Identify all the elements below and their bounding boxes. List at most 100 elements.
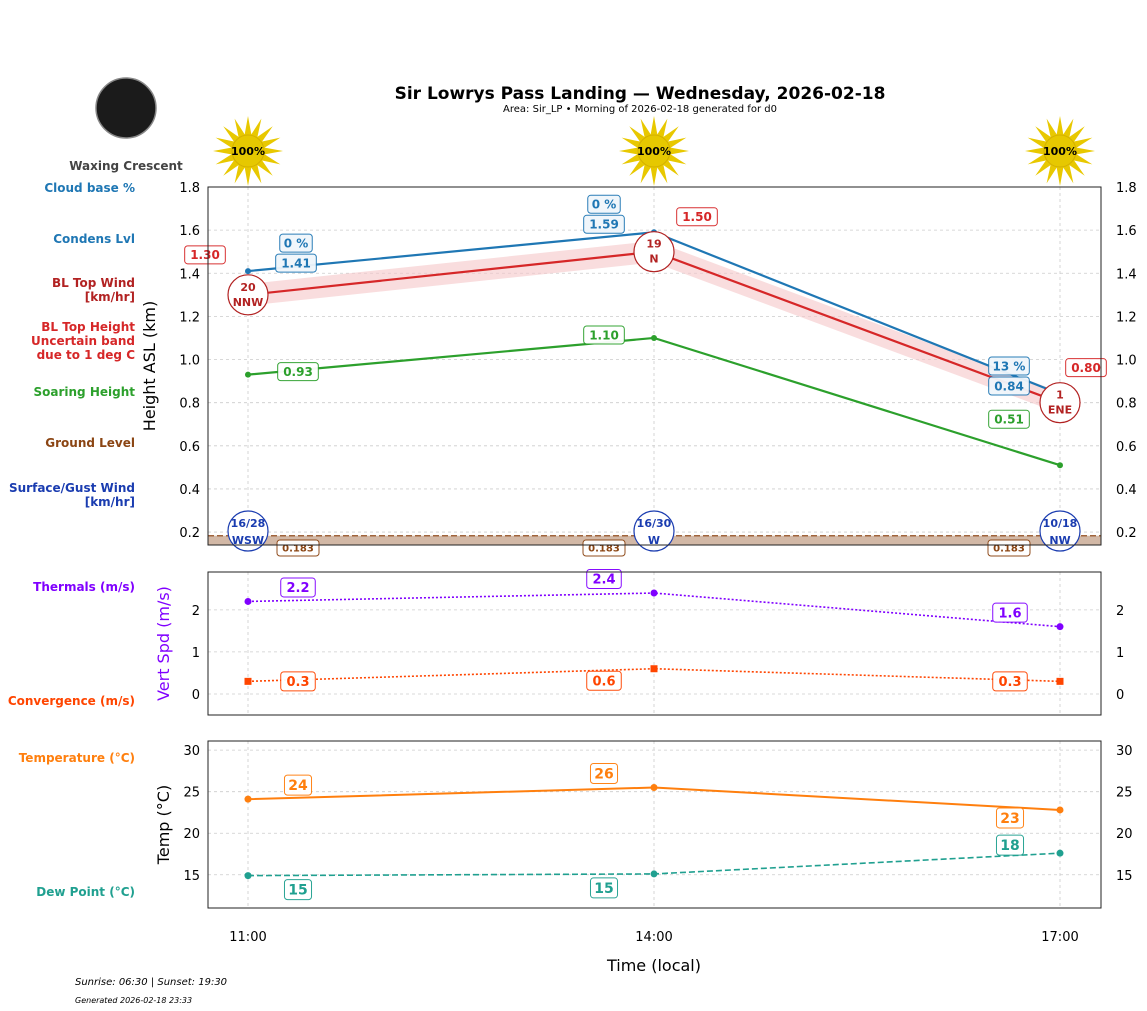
data-point xyxy=(1056,806,1064,814)
value-label-box xyxy=(992,602,1028,623)
bl-top-label-box xyxy=(1065,358,1107,378)
ground-label-box xyxy=(987,539,1031,557)
soaring-label-box xyxy=(277,362,319,382)
moon-phase-label: Waxing Crescent xyxy=(69,159,183,173)
condens-label-box xyxy=(583,214,625,234)
bl-top-label-box xyxy=(676,207,718,227)
y-tick-label: 25 xyxy=(183,786,200,801)
data-point xyxy=(650,589,658,597)
y-tick-label-right: 20 xyxy=(1116,827,1133,842)
value-label-box xyxy=(995,807,1025,829)
y-tick-label-right: 30 xyxy=(1116,744,1133,759)
y-tick-label-right: 1 xyxy=(1116,646,1124,661)
sun-times: Sunrise: 06:30 | Sunset: 19:30 xyxy=(75,977,227,988)
y-tick-label: 20 xyxy=(183,827,200,842)
sun-core xyxy=(231,134,265,168)
sun-core xyxy=(1043,134,1077,168)
condens-label: 1.41 xyxy=(281,256,311,270)
condens-label-box xyxy=(988,376,1030,396)
condens-label: 0.84 xyxy=(994,379,1024,393)
y-axis-label: Vert Spd (m/s) xyxy=(154,586,173,701)
bl-wind-speed: 19 xyxy=(646,238,661,251)
soaring-label: 1.10 xyxy=(589,328,619,342)
legend-label: BL Top Wind [km/hr] xyxy=(51,276,135,304)
x-tick-label: 14:00 xyxy=(635,930,672,945)
y-tick-label: 1.2 xyxy=(179,310,200,325)
bl-top-label-box xyxy=(184,245,226,265)
bl-wind-speed: 20 xyxy=(240,281,256,294)
value-label-box xyxy=(280,671,316,692)
bl-wind-speed: 1 xyxy=(1056,389,1064,402)
series-line xyxy=(247,592,1061,628)
y-tick-label: 0.2 xyxy=(179,526,200,541)
y-tick-label: 30 xyxy=(183,744,200,759)
plot-frame xyxy=(207,740,1102,909)
y-tick-label-right: 0.2 xyxy=(1116,526,1137,541)
value-label: 15 xyxy=(594,881,613,897)
data-point xyxy=(650,784,658,792)
sun-percent: 100% xyxy=(637,145,671,158)
surface-wind-circle xyxy=(1039,510,1081,552)
data-point xyxy=(1057,462,1063,469)
soaring-label-box xyxy=(988,409,1030,429)
y-tick-label: 0.4 xyxy=(179,483,200,498)
surface-wind-direction: W xyxy=(648,534,660,547)
ground-label-box xyxy=(276,539,320,557)
condens-label: 1.59 xyxy=(589,218,619,232)
bl-top-label: 0.80 xyxy=(1071,361,1101,375)
data-point xyxy=(1056,623,1064,631)
value-label: 2.2 xyxy=(286,581,309,596)
value-label: 15 xyxy=(288,883,307,899)
surface-wind-direction: WSW xyxy=(232,534,264,547)
value-label-box xyxy=(995,834,1025,856)
y-tick-label: 0 xyxy=(192,688,200,703)
data-point xyxy=(244,872,252,880)
ground-label: 0.183 xyxy=(282,544,314,555)
legend-label: Surface/Gust Wind [km/hr] xyxy=(9,481,135,509)
y-tick-label-right: 0.8 xyxy=(1116,397,1137,412)
plot-frame xyxy=(207,186,1102,546)
y-axis-label: Height ASL (km) xyxy=(140,301,159,431)
data-point xyxy=(651,334,657,341)
value-label: 23 xyxy=(1000,811,1019,827)
sun-percent: 100% xyxy=(231,145,265,158)
y-tick-label-right: 1.0 xyxy=(1116,354,1137,369)
y-tick-label: 1.6 xyxy=(179,224,200,239)
data-point xyxy=(245,371,251,378)
legend-label: Convergence (m/s) xyxy=(7,694,135,708)
value-label-box xyxy=(589,877,619,899)
cloud-base-label: 0 % xyxy=(592,198,617,212)
value-label: 2.4 xyxy=(592,573,615,588)
y-tick-label-right: 1.8 xyxy=(1116,181,1137,196)
y-tick-label-right: 2 xyxy=(1116,604,1124,619)
y-tick-label: 2 xyxy=(192,604,200,619)
condens-label-box xyxy=(275,253,317,273)
y-tick-label-right: 1.2 xyxy=(1116,310,1137,325)
soaring-label-box xyxy=(583,325,625,345)
bl-wind-circle xyxy=(633,231,675,273)
data-point xyxy=(244,677,252,685)
legend-label: Dew Point (°C) xyxy=(36,885,135,899)
chart-subtitle: Area: Sir_LP • Morning of 2026-02-18 gen… xyxy=(503,104,777,115)
surface-wind-direction: NW xyxy=(1049,534,1070,547)
surface-wind-circle xyxy=(633,510,675,552)
surface-wind-speed: 10/18 xyxy=(1043,517,1078,530)
y-tick-label: 1.4 xyxy=(179,267,200,282)
sun-core xyxy=(637,134,671,168)
series-line xyxy=(247,667,1061,683)
cloud-base-label: 13 % xyxy=(993,359,1026,373)
value-label-box xyxy=(992,671,1028,692)
x-tick-label: 17:00 xyxy=(1041,930,1078,945)
soaring-label: 0.93 xyxy=(283,365,313,379)
y-tick-label-right: 1.4 xyxy=(1116,267,1137,282)
value-label: 0.3 xyxy=(998,675,1021,690)
surface-wind-speed: 16/30 xyxy=(637,517,672,530)
y-tick-label: 1.8 xyxy=(179,181,200,196)
cloud-base-label-box xyxy=(279,233,313,253)
legend-label: Ground Level xyxy=(45,436,135,450)
cloud-base-label-box xyxy=(988,356,1030,376)
chart-title: Sir Lowrys Pass Landing — Wednesday, 202… xyxy=(395,84,886,104)
value-label-box xyxy=(283,774,313,796)
x-tick-label: 11:00 xyxy=(229,930,266,945)
